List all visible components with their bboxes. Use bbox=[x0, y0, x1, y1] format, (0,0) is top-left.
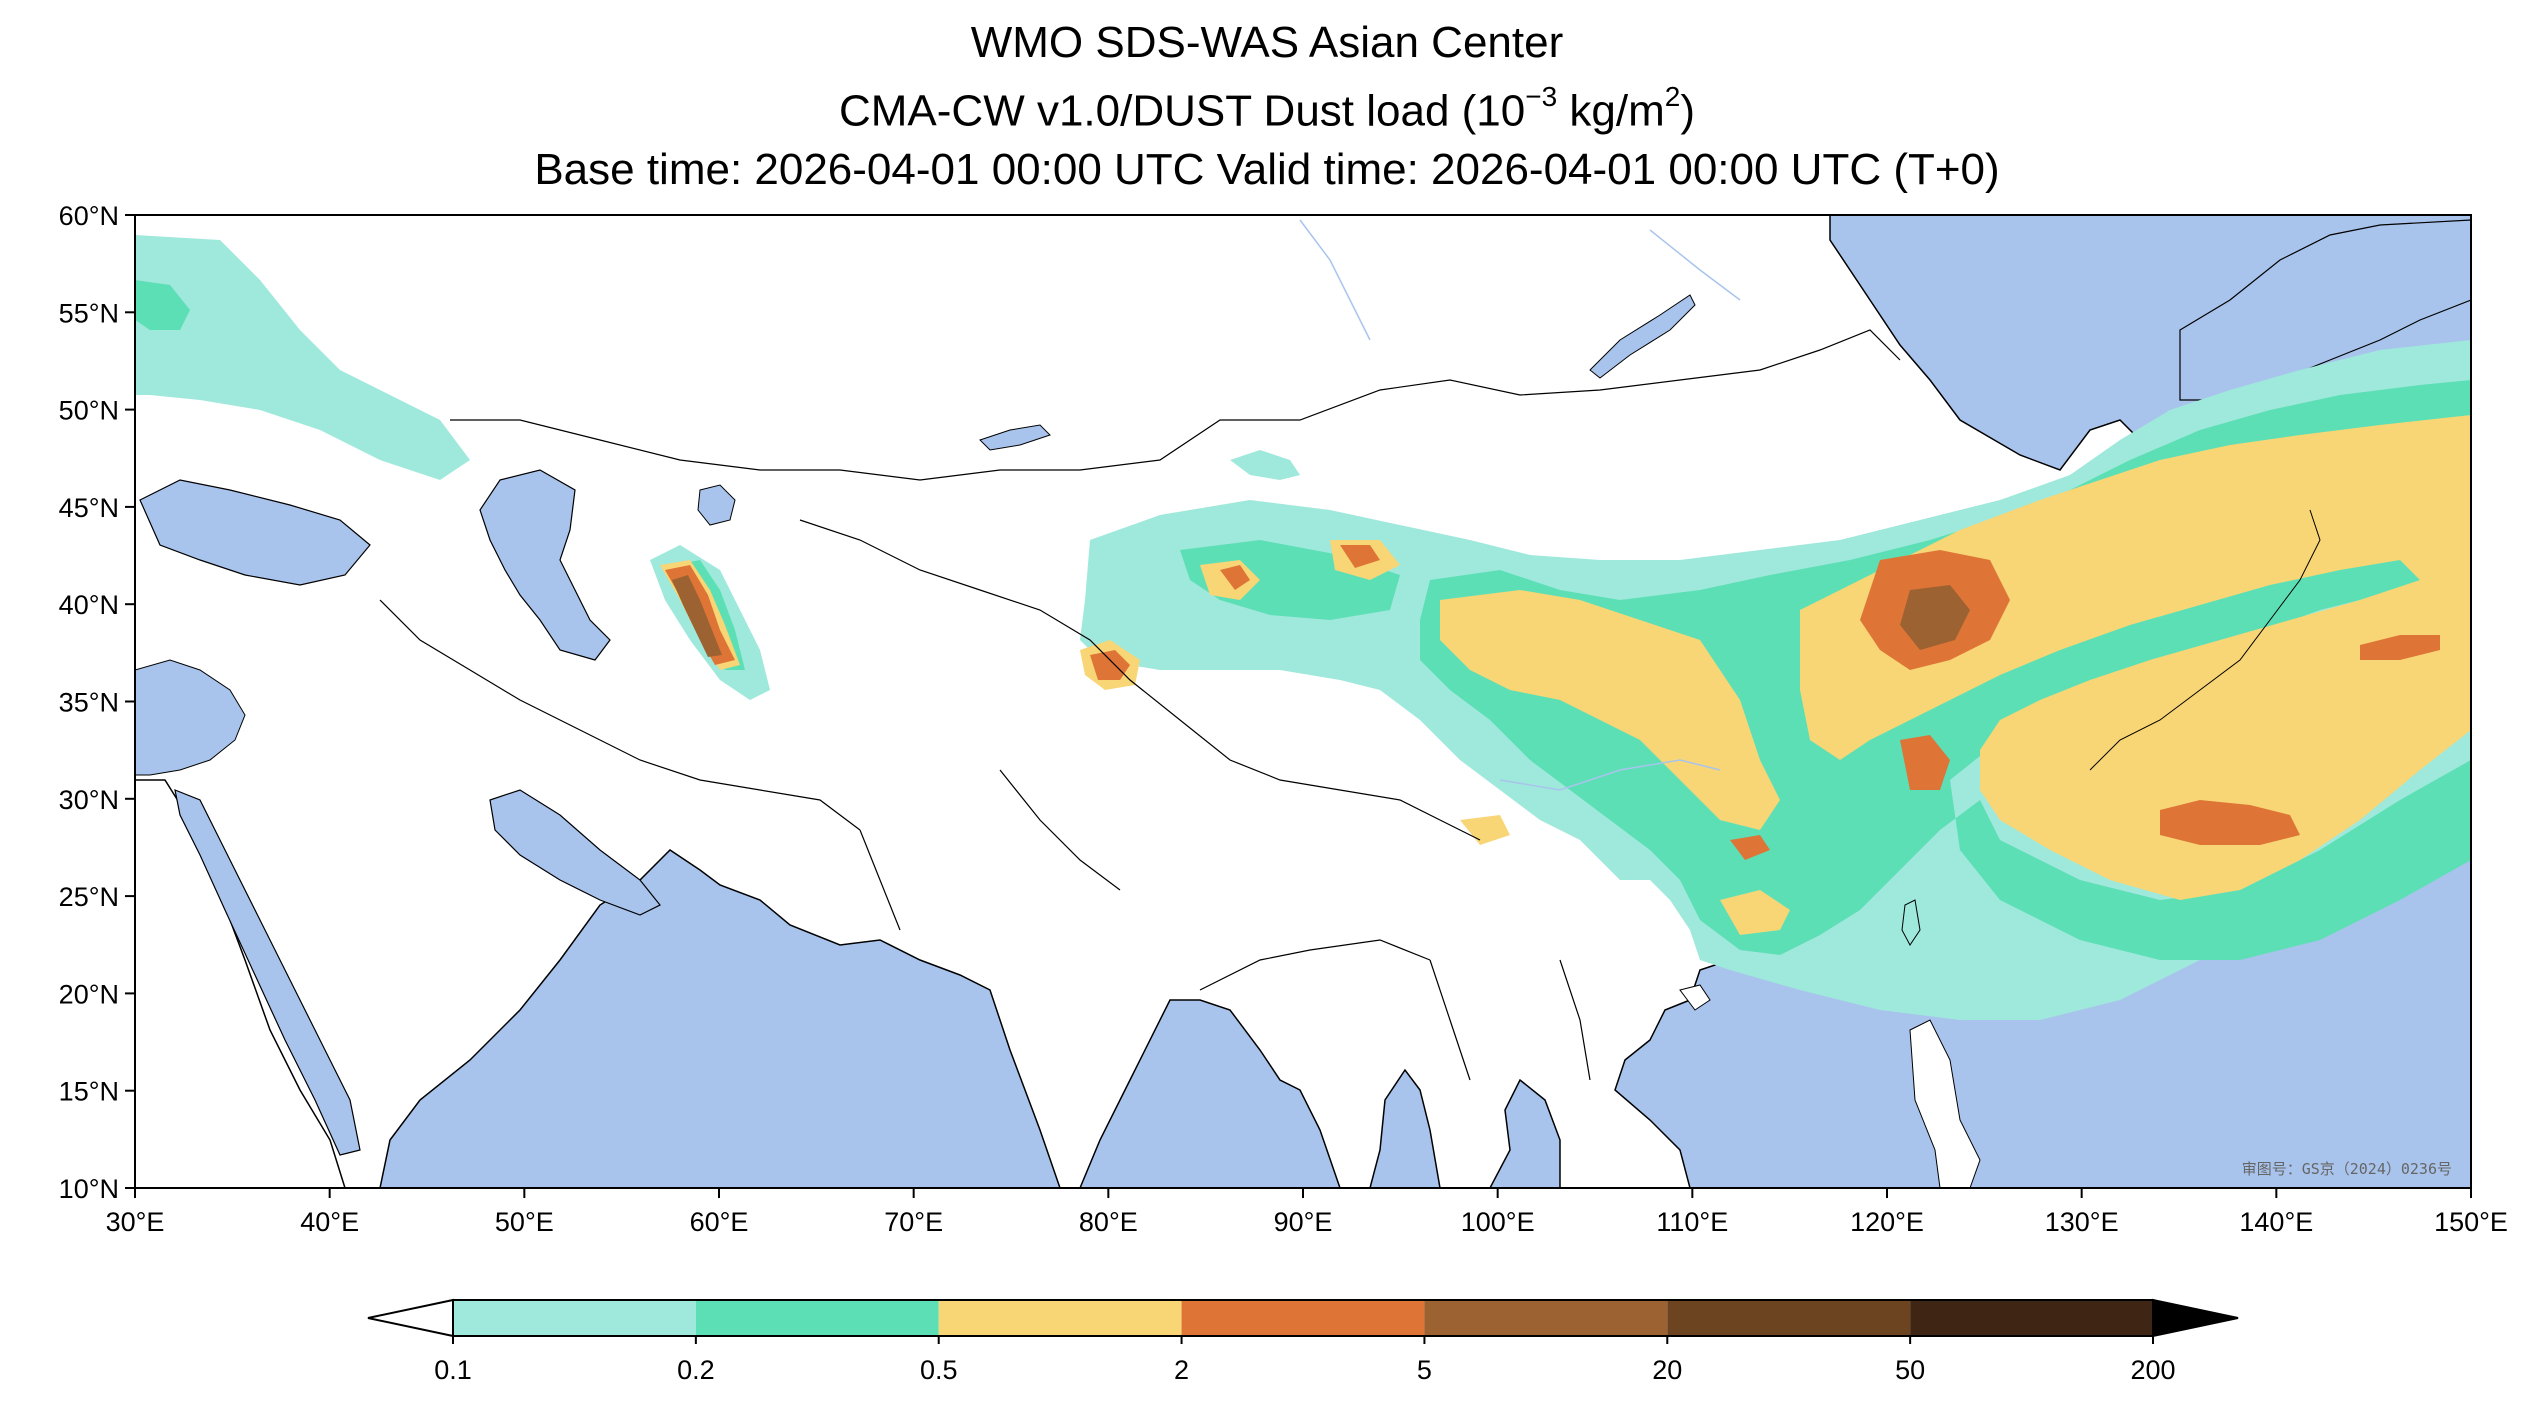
lon-tick-label: 70°E bbox=[884, 1207, 943, 1237]
colorbar-tick-label: 0.1 bbox=[434, 1355, 472, 1385]
lon-tick-label: 120°E bbox=[1850, 1207, 1924, 1237]
colorbar-tick-label: 0.5 bbox=[920, 1355, 958, 1385]
colorbar-segment bbox=[1667, 1300, 1911, 1336]
colorbar-segment bbox=[1910, 1300, 2153, 1336]
lon-tick-label: 150°E bbox=[2434, 1207, 2508, 1237]
title-exponent-2: 2 bbox=[1664, 81, 1681, 112]
lon-tick-label: 80°E bbox=[1079, 1207, 1138, 1237]
colorbar-segment bbox=[695, 1300, 939, 1336]
lon-tick-label: 40°E bbox=[300, 1207, 359, 1237]
colorbar-tick-label: 20 bbox=[1652, 1355, 1682, 1385]
lat-tick-label: 40°N bbox=[59, 590, 119, 620]
title-exponent-1: −3 bbox=[1525, 81, 1558, 112]
caspian-sea bbox=[479, 469, 611, 661]
lat-tick-label: 30°N bbox=[59, 785, 119, 815]
colorbar: 0.1 0.2 0.5 2 5 20 50 200 bbox=[367, 1298, 2239, 1385]
lat-tick-label: 35°N bbox=[59, 688, 119, 718]
lat-tick-label: 45°N bbox=[59, 493, 119, 523]
colorbar-tick-label: 2 bbox=[1174, 1355, 1189, 1385]
latitude-axis: 60°N 55°N 50°N 45°N 40°N 35°N 30°N 25°N 20°N 15°N… bbox=[59, 201, 135, 1204]
lon-tick-label: 90°E bbox=[1274, 1207, 1333, 1237]
island-philippines bbox=[1909, 1019, 1981, 1188]
colorbar-segment bbox=[1181, 1300, 1425, 1336]
lon-tick-label: 140°E bbox=[2239, 1207, 2313, 1237]
colorbar-tick-label: 5 bbox=[1417, 1355, 1432, 1385]
colorbar-segment bbox=[938, 1300, 1182, 1336]
lake-balkhash bbox=[979, 424, 1051, 451]
colorbar-segment bbox=[1424, 1300, 1668, 1336]
title-line-2-mid: kg/m bbox=[1557, 86, 1665, 136]
colorbar-outline bbox=[452, 1299, 2154, 1337]
island-hainan bbox=[1679, 984, 1711, 1011]
lat-tick-label: 50°N bbox=[59, 396, 119, 426]
title-line-2-prefix: CMA-CW v1.0/DUST Dust load (10 bbox=[838, 86, 1526, 136]
lon-tick-label: 110°E bbox=[1656, 1207, 1728, 1237]
mediterranean-sea bbox=[135, 659, 246, 776]
longitude-axis: 30°E 40°E 50°E 60°E 70°E 80°E 90°E 100°E 110°E 12… bbox=[106, 1188, 2508, 1237]
title-line-2-suffix: ) bbox=[1680, 86, 1695, 136]
colorbar-tick-label: 50 bbox=[1895, 1355, 1925, 1385]
lon-tick-label: 100°E bbox=[1461, 1207, 1535, 1237]
dust-level-5 bbox=[672, 575, 1970, 657]
aral-sea bbox=[697, 484, 736, 526]
approval-number: 审图号：GS京（2024）0236号 bbox=[2242, 1160, 2452, 1178]
borders bbox=[379, 329, 1901, 1081]
lon-tick-label: 130°E bbox=[2045, 1207, 2119, 1237]
colorbar-extend-min bbox=[367, 1298, 454, 1338]
lon-tick-label: 30°E bbox=[106, 1207, 165, 1237]
lat-tick-label: 60°N bbox=[59, 201, 119, 231]
lon-tick-label: 60°E bbox=[690, 1207, 749, 1237]
lat-tick-label: 10°N bbox=[59, 1174, 119, 1204]
black-sea bbox=[139, 479, 371, 586]
island-taiwan bbox=[1901, 899, 1921, 946]
persian-gulf bbox=[489, 789, 661, 916]
lake-baikal bbox=[1589, 294, 1696, 379]
title-line-3: Base time: 2026-04-01 00:00 UTC Valid ti… bbox=[534, 144, 2000, 194]
lat-tick-label: 15°N bbox=[59, 1077, 119, 1107]
lat-tick-label: 55°N bbox=[59, 298, 119, 328]
colorbar-tick-label: 200 bbox=[2130, 1355, 2175, 1385]
lon-tick-label: 50°E bbox=[495, 1207, 554, 1237]
title-line-1: WMO SDS-WAS Asian Center bbox=[970, 18, 1564, 67]
title-line-2: CMA-CW v1.0/DUST Dust load (10−3 kg/m2) bbox=[0, 72, 2534, 141]
lat-tick-label: 20°N bbox=[59, 979, 119, 1009]
rivers bbox=[1299, 219, 1741, 791]
red-sea bbox=[174, 789, 361, 1156]
colorbar-segment bbox=[453, 1300, 696, 1336]
colorbar-extend-max bbox=[2152, 1298, 2239, 1338]
island-japan bbox=[2089, 509, 2321, 771]
colorbar-tick-label: 0.2 bbox=[677, 1355, 715, 1385]
map-title: WMO SDS-WAS Asian Center CMA-CW v1.0/DUS… bbox=[0, 14, 2534, 199]
lat-tick-label: 25°N bbox=[59, 882, 119, 912]
